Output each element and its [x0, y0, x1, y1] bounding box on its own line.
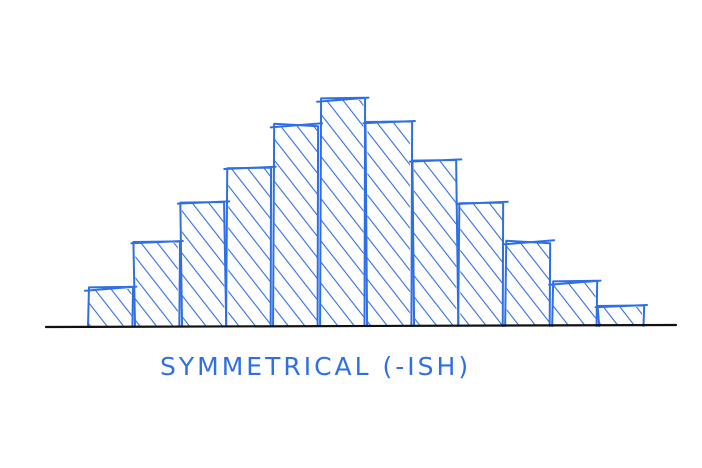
histogram-bar-8 [413, 161, 457, 326]
histogram-bar-10 [506, 243, 550, 326]
histogram-bar-7 [367, 123, 410, 326]
histogram-bar-outline-1 [84, 285, 138, 327]
histogram-bar-outline-2 [130, 240, 184, 327]
histogram-bar-11 [553, 283, 596, 326]
histogram-bar-4 [228, 168, 271, 326]
histogram-bar-2 [135, 243, 178, 326]
histogram-bar-1 [89, 289, 132, 326]
chart-caption: SYMMETRICAL (-ISH) [160, 352, 472, 381]
histogram-bar-5 [274, 126, 318, 326]
histogram-bar-outline-12 [594, 304, 648, 327]
histogram-bar-outline-5 [269, 122, 324, 327]
histogram-bar-6 [321, 100, 364, 326]
x-axis-line [44, 323, 678, 329]
histogram-bar-outline-9 [455, 200, 509, 327]
histogram-bar-outline-8 [408, 158, 463, 327]
histogram-bar-outline-4 [223, 165, 277, 327]
histogram-bar-3 [181, 203, 225, 326]
histogram-bar-outline-11 [548, 279, 602, 327]
histogram-bar-12 [599, 307, 642, 326]
histogram-bar-outline-7 [362, 120, 416, 327]
histogram-bar-9 [460, 203, 503, 326]
histogram-bar-outline-6 [316, 96, 370, 327]
bars-group [84, 96, 648, 327]
histogram-bar-outline-3 [176, 200, 231, 327]
